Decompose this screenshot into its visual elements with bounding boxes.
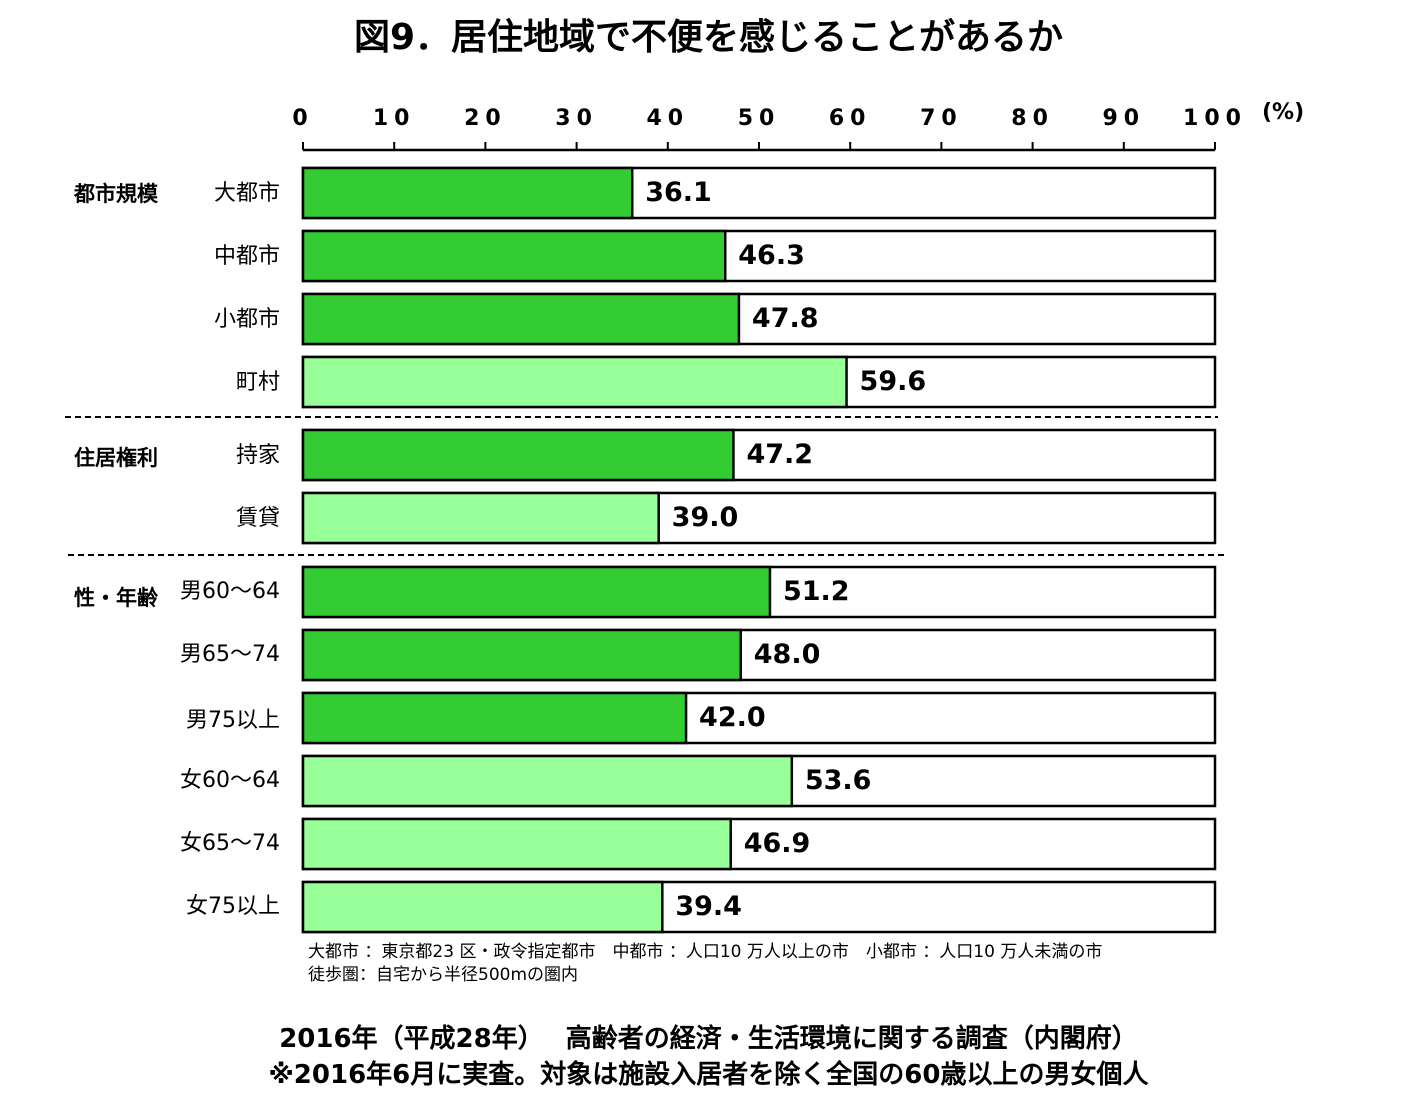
bar (301, 691, 688, 745)
data-label: 53.6 (805, 765, 872, 796)
data-label: 36.1 (645, 177, 712, 208)
data-label: 51.2 (783, 576, 850, 607)
bar (301, 428, 735, 482)
data-label: 48.0 (754, 639, 821, 670)
data-label: 39.0 (672, 502, 739, 533)
category-label: 小都市 (213, 307, 280, 332)
x-tick-label: 50 (738, 106, 781, 131)
x-tick-label: 30 (555, 106, 598, 131)
data-label: 59.6 (860, 366, 927, 397)
data-label: 46.9 (744, 828, 811, 859)
bar (301, 491, 660, 545)
bar (301, 229, 727, 283)
footnote-city-definitions: 大都市 ：東京都23 区・政令指定都市 中都市 ：人口10 万人以上の市 小都市… (308, 942, 1103, 962)
category-label: 男65～74 (180, 642, 280, 667)
bar (301, 628, 743, 682)
category-label: 持家 (235, 443, 280, 468)
category-label: 賃貸 (235, 506, 280, 531)
bar (301, 292, 741, 346)
bar (301, 880, 664, 934)
category-label: 女65～74 (180, 831, 280, 856)
bar (301, 355, 848, 409)
x-tick-label: 10 (373, 106, 416, 131)
category-label: 中都市 (213, 244, 280, 269)
data-label: 47.8 (752, 303, 819, 334)
data-label: 39.4 (675, 891, 742, 922)
x-tick-label: 70 (920, 106, 963, 131)
footnote-walking-distance: 徒歩圏：自宅から半径500mの圏内 (308, 965, 579, 985)
group-label-housing-tenure: 住居権利 (74, 446, 158, 470)
category-label: 男60～64 (180, 579, 280, 604)
data-label: 47.2 (746, 439, 813, 470)
bar (301, 754, 794, 808)
x-tick-label: 60 (829, 106, 872, 131)
bar (301, 166, 634, 220)
x-tick-label: 20 (464, 106, 507, 131)
x-tick-label: 0 (292, 106, 313, 131)
chart-title: 図9．居住地域で不便を感じることがあるか (353, 17, 1064, 58)
category-label: 大都市 (213, 181, 280, 206)
data-label: 46.3 (738, 240, 805, 271)
x-tick-label: 40 (646, 106, 689, 131)
group-label-city-size: 都市規模 (74, 182, 158, 206)
source-line-1: 2016年（平成28年） 高齢者の経済・生活環境に関する調査（内閣府） (279, 1024, 1138, 1054)
x-tick-label: 90 (1102, 106, 1145, 131)
category-label: 女75以上 (186, 894, 280, 919)
source-line-2: ※2016年6月に実査。対象は施設入居者を除く全国の60歳以上の男女個人 (268, 1060, 1149, 1090)
bar (301, 565, 772, 619)
unit-label: (%) (1262, 100, 1305, 125)
category-label: 男75以上 (186, 708, 280, 733)
category-label: 町村 (235, 370, 280, 395)
data-label: 42.0 (699, 702, 766, 733)
category-label: 女60～64 (180, 768, 280, 793)
group-label-sex-age: 性・年齢 (74, 586, 158, 610)
bar (301, 817, 732, 871)
x-tick-label: 80 (1011, 106, 1054, 131)
x-tick-label: 100 (1183, 106, 1247, 131)
